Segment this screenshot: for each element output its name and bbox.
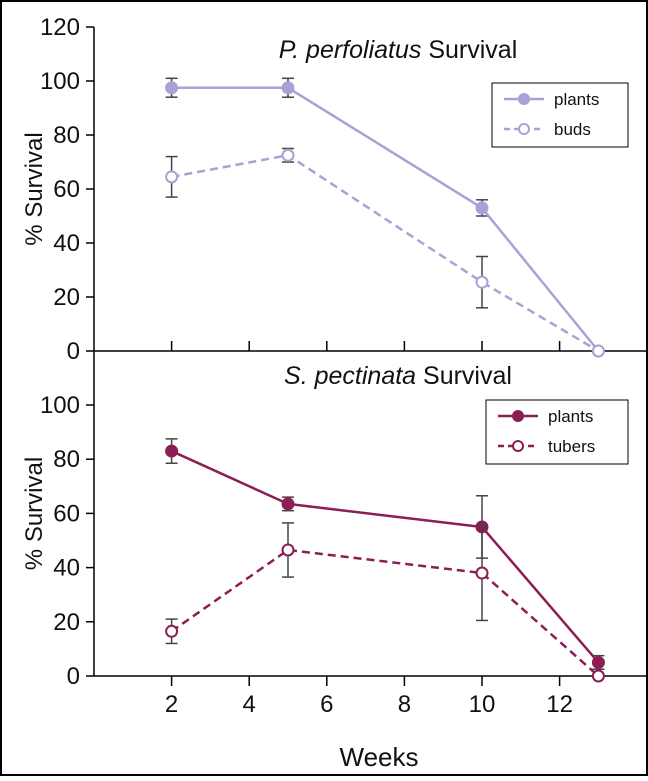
series-line-buds [171,154,600,353]
y-tick-label: 60 [53,500,80,527]
y-axis-label: % Survival [21,132,48,245]
y-tick-label: 20 [53,284,80,311]
legend-label: buds [554,120,591,139]
data-point-plants [281,497,295,511]
legend-box [485,399,629,465]
legend-swatch-marker [518,93,530,105]
y-axis-label: % Survival [21,457,48,570]
legend-label: tubers [548,437,595,456]
data-point-tubers [281,543,295,557]
y-tick-label: 40 [53,555,80,582]
chart-title-suffix: Survival [416,362,512,390]
series-line-plants [171,86,600,352]
x-tick-label: 10 [469,691,496,718]
data-point-tubers [165,624,179,638]
data-point-buds [475,275,489,289]
y-tick-label: 100 [40,392,80,419]
y-tick-label: 100 [40,68,80,95]
y-tick-label: 40 [53,230,80,257]
data-point-buds [281,148,295,162]
x-tick-label: 4 [243,691,256,718]
data-point-tubers [475,566,489,580]
chart-title-species: P. perfoliatus [279,36,422,64]
panel-s-pectinata: 0 20 40 60 80 100 2 4 6 8 10 12 % Survival S. pectina… [21,351,646,718]
data-point-tubers [591,669,605,683]
y-tick-label: 20 [53,609,80,636]
legend-box [491,82,629,148]
y-tick-label: 60 [53,176,80,203]
y-tick-label: 0 [67,338,80,365]
chart-title-species: S. pectinata [284,362,416,390]
legend-swatch-marker [512,440,524,452]
data-point-plants [165,444,179,458]
y-tick-label: 120 [40,14,80,41]
legend-label: plants [554,90,599,109]
x-tick-label: 12 [546,691,573,718]
x-tick-label: 8 [398,691,411,718]
chart-title: S. pectinata Survival [284,362,512,390]
series-line-tubers [170,548,600,677]
data-point-plants [281,81,295,95]
legend-label: plants [548,407,593,426]
data-point-buds [165,170,179,184]
data-point-plants [165,81,179,95]
y-tick-label: 80 [53,446,80,473]
y-tick-label: 0 [67,663,80,690]
series-line-plants [171,449,600,664]
data-point-buds [591,344,605,358]
legend-swatch-marker [512,410,524,422]
x-axis-label: Weeks [340,742,419,772]
y-tick-label: 80 [53,122,80,149]
data-point-plants [475,201,489,215]
chart-title: P. perfoliatus Survival [279,36,518,64]
panel-p-perfoliatus: 0 20 40 60 80 100 120 % Survival P. perfoliatus … [21,14,629,365]
chart-title-suffix: Survival [421,36,517,64]
x-tick-label: 2 [165,691,178,718]
data-point-plants [591,655,605,669]
x-tick-label: 6 [320,691,333,718]
legend-swatch-marker [518,123,530,135]
